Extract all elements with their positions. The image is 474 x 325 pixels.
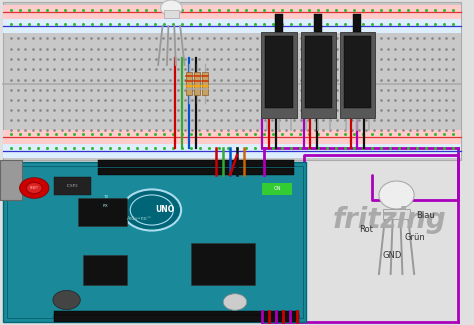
Bar — [263, 183, 292, 195]
Bar — [98, 168, 294, 175]
Text: ON: ON — [273, 187, 281, 191]
Ellipse shape — [379, 181, 414, 209]
Bar — [340, 32, 375, 118]
Text: Ardu•no™: Ardu•no™ — [127, 215, 153, 220]
Circle shape — [19, 178, 49, 198]
Bar — [3, 5, 461, 19]
Text: RESET: RESET — [30, 186, 39, 190]
Circle shape — [122, 189, 181, 230]
Bar — [54, 311, 299, 318]
Text: TX: TX — [103, 195, 109, 199]
Bar — [3, 162, 307, 322]
Bar — [262, 32, 297, 118]
Bar — [3, 19, 461, 33]
Bar — [54, 177, 91, 195]
Bar — [301, 32, 336, 118]
Bar — [194, 72, 200, 95]
Text: GND: GND — [383, 251, 402, 259]
Circle shape — [27, 183, 42, 193]
Text: ICSP2: ICSP2 — [66, 184, 78, 188]
Bar — [275, 14, 283, 32]
Bar — [164, 10, 179, 18]
Circle shape — [223, 294, 247, 310]
Bar — [202, 72, 208, 95]
Bar — [304, 36, 332, 108]
Bar — [83, 255, 128, 285]
Bar — [354, 14, 361, 32]
Bar — [3, 2, 461, 160]
Bar — [54, 315, 299, 322]
Bar — [186, 72, 192, 95]
Text: Blau: Blau — [416, 211, 435, 219]
Bar — [3, 144, 461, 158]
Bar — [3, 130, 461, 144]
Text: Rot: Rot — [359, 226, 373, 235]
Bar — [344, 36, 371, 108]
Bar — [0, 160, 21, 200]
Bar — [98, 160, 294, 167]
Bar — [265, 36, 293, 108]
Bar — [383, 209, 410, 219]
Text: fritzing: fritzing — [333, 206, 447, 234]
Bar — [7, 166, 302, 318]
Bar — [314, 14, 322, 32]
Text: RX: RX — [103, 204, 109, 208]
Ellipse shape — [161, 0, 182, 16]
Text: Grün: Grün — [404, 232, 425, 241]
Bar — [191, 243, 255, 285]
Text: UNO: UNO — [155, 205, 174, 214]
Bar — [78, 198, 128, 226]
Circle shape — [53, 291, 80, 310]
